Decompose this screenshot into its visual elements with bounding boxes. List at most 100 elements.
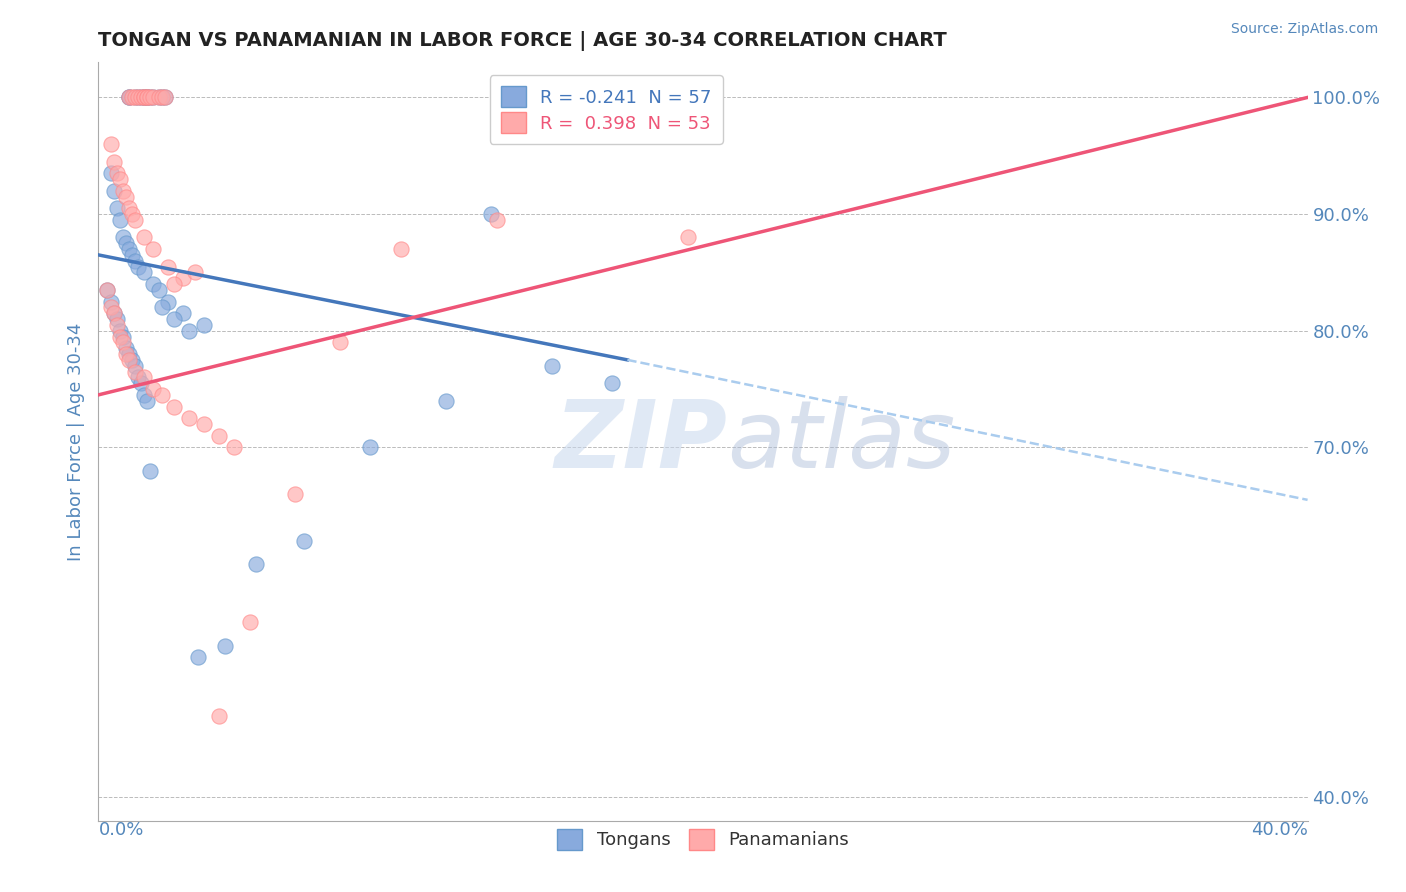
Point bbox=[150, 90, 173, 104]
Point bbox=[135, 90, 157, 104]
Point bbox=[602, 376, 624, 391]
Point bbox=[132, 388, 155, 402]
Point bbox=[118, 90, 141, 104]
Point bbox=[105, 312, 128, 326]
Point bbox=[127, 90, 149, 104]
Point bbox=[108, 324, 131, 338]
Point bbox=[486, 213, 509, 227]
Point bbox=[118, 201, 141, 215]
Point bbox=[132, 90, 155, 104]
Point bbox=[434, 393, 457, 408]
Point bbox=[132, 90, 155, 104]
Text: TONGAN VS PANAMANIAN IN LABOR FORCE | AGE 30-34 CORRELATION CHART: TONGAN VS PANAMANIAN IN LABOR FORCE | AG… bbox=[98, 30, 948, 51]
Point bbox=[150, 301, 173, 315]
Point bbox=[184, 265, 207, 279]
Point bbox=[208, 708, 231, 723]
Point bbox=[103, 184, 125, 198]
Point bbox=[148, 90, 170, 104]
Point bbox=[124, 253, 146, 268]
Point bbox=[108, 213, 131, 227]
Text: Source: ZipAtlas.com: Source: ZipAtlas.com bbox=[1230, 22, 1378, 37]
Point bbox=[329, 335, 352, 350]
Point bbox=[139, 90, 162, 104]
Point bbox=[142, 90, 165, 104]
Point bbox=[148, 283, 170, 297]
Point bbox=[139, 464, 162, 478]
Point bbox=[114, 347, 136, 361]
Point bbox=[100, 166, 122, 180]
Point bbox=[100, 294, 122, 309]
Point bbox=[135, 90, 157, 104]
Point bbox=[172, 271, 194, 285]
Point bbox=[292, 533, 315, 548]
Point bbox=[481, 207, 503, 221]
Point bbox=[540, 359, 562, 373]
Point bbox=[389, 242, 412, 256]
Point bbox=[124, 359, 146, 373]
Point bbox=[135, 90, 157, 104]
Text: 0.0%: 0.0% bbox=[98, 821, 143, 838]
Point bbox=[163, 277, 186, 291]
Point bbox=[179, 411, 201, 425]
Point bbox=[129, 90, 152, 104]
Point bbox=[224, 441, 246, 455]
Point bbox=[100, 301, 122, 315]
Point bbox=[111, 335, 134, 350]
Point bbox=[96, 283, 118, 297]
Point bbox=[214, 639, 236, 653]
Text: 40.0%: 40.0% bbox=[1251, 821, 1308, 838]
Point bbox=[121, 207, 143, 221]
Point bbox=[127, 90, 149, 104]
Point bbox=[114, 189, 136, 203]
Point bbox=[114, 236, 136, 251]
Point bbox=[111, 230, 134, 244]
Point bbox=[142, 242, 165, 256]
Point bbox=[153, 90, 176, 104]
Point bbox=[111, 184, 134, 198]
Point bbox=[135, 393, 157, 408]
Y-axis label: In Labor Force | Age 30-34: In Labor Force | Age 30-34 bbox=[66, 322, 84, 561]
Point bbox=[148, 90, 170, 104]
Point bbox=[135, 90, 157, 104]
Point bbox=[172, 306, 194, 320]
Point bbox=[105, 201, 128, 215]
Point bbox=[156, 260, 179, 274]
Point bbox=[118, 242, 141, 256]
Point bbox=[100, 137, 122, 152]
Point bbox=[142, 382, 165, 396]
Legend: Tongans, Panamanians: Tongans, Panamanians bbox=[550, 822, 856, 857]
Point bbox=[121, 90, 143, 104]
Point bbox=[150, 388, 173, 402]
Point bbox=[153, 90, 176, 104]
Point bbox=[127, 260, 149, 274]
Point bbox=[118, 90, 141, 104]
Point bbox=[124, 90, 146, 104]
Point bbox=[139, 90, 162, 104]
Point bbox=[105, 166, 128, 180]
Point bbox=[108, 329, 131, 343]
Point bbox=[121, 352, 143, 367]
Point bbox=[284, 487, 307, 501]
Point bbox=[103, 306, 125, 320]
Point bbox=[114, 341, 136, 355]
Point bbox=[239, 615, 262, 630]
Point bbox=[360, 441, 382, 455]
Point bbox=[193, 318, 215, 332]
Text: ZIP: ZIP bbox=[554, 395, 727, 488]
Point bbox=[124, 213, 146, 227]
Point bbox=[103, 306, 125, 320]
Point bbox=[132, 370, 155, 384]
Text: atlas: atlas bbox=[727, 396, 956, 487]
Point bbox=[103, 154, 125, 169]
Point bbox=[676, 230, 699, 244]
Point bbox=[150, 90, 173, 104]
Point bbox=[111, 329, 134, 343]
Point bbox=[163, 400, 186, 414]
Point bbox=[142, 90, 165, 104]
Point bbox=[208, 428, 231, 442]
Point bbox=[193, 417, 215, 431]
Point bbox=[118, 347, 141, 361]
Point bbox=[129, 376, 152, 391]
Point bbox=[132, 90, 155, 104]
Point bbox=[118, 90, 141, 104]
